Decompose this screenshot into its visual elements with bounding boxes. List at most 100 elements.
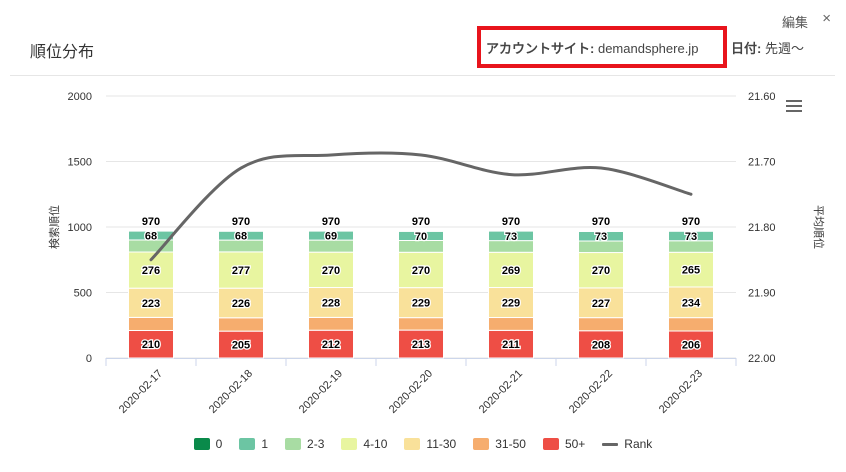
- site-filter[interactable]: アカウントサイト: demandsphere.jp: [486, 38, 698, 57]
- data-label-4-10: 269: [502, 265, 520, 277]
- data-label-1: 68: [145, 231, 157, 243]
- x-tick-label: 2020-02-19: [297, 368, 345, 416]
- date-filter-label: 日付:: [731, 41, 762, 56]
- legend-item-2-3[interactable]: 2-3: [285, 437, 324, 451]
- bar-segment-50+: [398, 329, 444, 359]
- legend-item-11-30[interactable]: 11-30: [404, 437, 456, 451]
- bar-segment-31-50: [128, 316, 174, 331]
- data-label-50+: 208: [592, 339, 610, 351]
- y-tick-label: 0: [86, 353, 92, 365]
- data-label-50+: 206: [682, 340, 700, 352]
- data-label-11-30: 229: [502, 298, 520, 310]
- data-label-50+: 205: [232, 340, 250, 352]
- legend-label: Rank: [624, 437, 653, 451]
- y2-tick-label: 21.60: [748, 91, 776, 103]
- data-label-50+: 213: [412, 339, 430, 351]
- data-label-50+: 211: [502, 339, 520, 351]
- bar-segment-0: [578, 230, 624, 232]
- legend-swatch: [404, 438, 421, 450]
- bar-segment-11-30: [488, 287, 534, 319]
- legend-swatch: [473, 438, 490, 450]
- bar-segment-50+: [578, 330, 624, 359]
- bar-segment-31-50: [578, 317, 624, 332]
- panel-title: 順位分布: [30, 44, 95, 61]
- data-label-11-30: 228: [322, 297, 340, 309]
- legend-item-4-10[interactable]: 4-10: [341, 437, 387, 451]
- y-axis-title: 検索順位: [47, 205, 61, 249]
- total-label: 970: [682, 216, 700, 228]
- y-tick-label: 1500: [68, 157, 92, 169]
- legend-item-50+[interactable]: 50+: [542, 437, 585, 451]
- bar-segment-4-10: [218, 251, 264, 289]
- legend-item-1[interactable]: 1: [239, 437, 268, 451]
- panel-header: 順位分布 編集 × アカウントサイト: demandsphere.jp 日付: …: [0, 0, 846, 76]
- data-label-1: 73: [595, 231, 607, 243]
- data-label-4-10: 265: [682, 265, 700, 277]
- hamburger-menu-icon[interactable]: [786, 100, 802, 114]
- legend-label: 0: [215, 437, 223, 451]
- close-icon[interactable]: ×: [822, 10, 831, 27]
- bar-segment-31-50: [218, 317, 264, 332]
- data-label-11-30: 227: [592, 298, 610, 310]
- legend-swatch: [285, 438, 302, 450]
- total-label: 970: [142, 216, 160, 228]
- chart-legend: 0 1 2-3 4-10 11-30 31-50 50+ Rank: [0, 434, 846, 454]
- date-filter[interactable]: 日付: 先週〜: [731, 38, 804, 57]
- bar-segment-11-30: [578, 287, 624, 319]
- legend-item-31-50[interactable]: 31-50: [473, 437, 526, 451]
- data-label-11-30: 229: [412, 298, 430, 310]
- total-label: 970: [232, 216, 250, 228]
- legend-swatch: [341, 438, 358, 450]
- site-filter-value: demandsphere.jp: [597, 41, 699, 56]
- legend-label: 31-50: [495, 437, 526, 451]
- data-label-11-30: 234: [682, 297, 701, 309]
- legend-swatch: [239, 438, 256, 450]
- bar-segment-31-50: [308, 316, 354, 331]
- x-tick-label: 2020-02-23: [657, 368, 705, 416]
- rank-line: [149, 151, 693, 262]
- data-label-11-30: 226: [232, 298, 250, 310]
- edit-button[interactable]: 編集: [781, 15, 808, 30]
- total-label: 970: [502, 216, 520, 228]
- bar-segment-11-30: [128, 287, 174, 318]
- legend-line-swatch: [602, 442, 619, 446]
- legend-swatch: [542, 438, 559, 450]
- data-label-1: 73: [505, 231, 517, 243]
- rank-distribution-chart: 0 500 1000 1500 2000 21.60 21.70 21.80 21.90 22.0…: [47, 91, 826, 416]
- data-label-4-10: 270: [412, 265, 430, 277]
- data-label-1: 69: [325, 231, 337, 243]
- legend-label: 1: [261, 437, 269, 451]
- x-tick-label: 2020-02-18: [207, 368, 255, 416]
- x-tick-label: 2020-02-22: [567, 368, 615, 416]
- y2-tick-label: 21.90: [748, 288, 776, 300]
- legend-label: 4-10: [363, 437, 388, 451]
- data-label-1: 70: [415, 231, 427, 243]
- data-label-50+: 210: [142, 339, 160, 351]
- data-label-4-10: 270: [592, 265, 610, 277]
- bar-segment-4-10: [488, 251, 534, 289]
- bar-segment-4-10: [668, 251, 714, 288]
- legend-label: 2-3: [307, 437, 325, 451]
- y2-axis-title: 平均順位: [812, 205, 826, 249]
- bar-segment-31-50: [488, 317, 534, 331]
- bar-segment-4-10: [578, 252, 624, 289]
- y-tick-label: 2000: [68, 91, 92, 103]
- data-label-11-30: 223: [142, 298, 160, 310]
- site-filter-label: アカウントサイト:: [486, 41, 595, 56]
- legend-item-Rank[interactable]: Rank: [602, 437, 652, 451]
- bar-segment-11-30: [398, 287, 444, 319]
- data-label-1: 68: [235, 231, 247, 243]
- data-label-50+: 212: [322, 339, 340, 351]
- date-filter-value: 先週〜: [764, 41, 804, 56]
- bar-segment-4-10: [308, 251, 354, 289]
- x-tick-label: 2020-02-21: [477, 368, 525, 416]
- legend-item-0[interactable]: 0: [193, 437, 223, 451]
- bar-segment-50+: [218, 330, 264, 359]
- x-tick-label: 2020-02-20: [387, 368, 435, 416]
- header-divider: [10, 75, 835, 76]
- total-label: 970: [322, 216, 340, 228]
- bar-segment-4-10: [398, 251, 444, 289]
- total-label: 970: [592, 216, 610, 228]
- data-label-4-10: 270: [322, 265, 340, 277]
- y2-tick-label: 22.00: [748, 353, 776, 365]
